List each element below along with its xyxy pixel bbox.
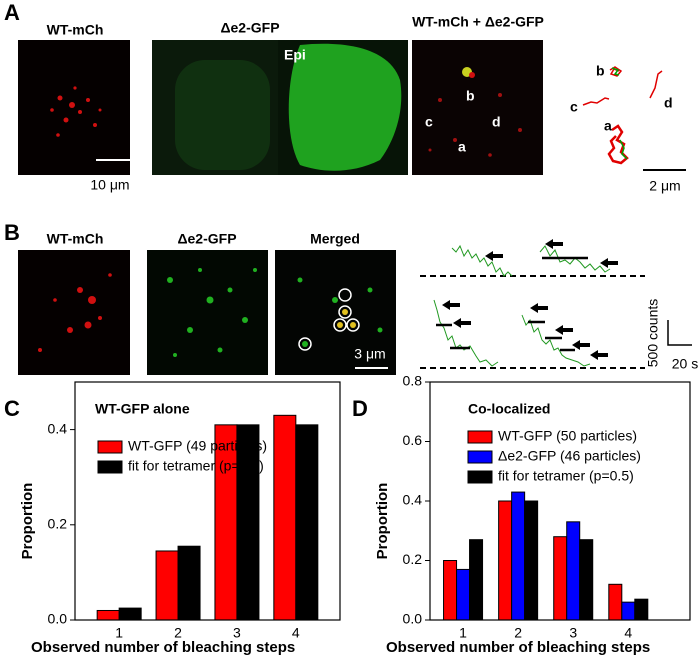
- image-title: Δe2-GFP: [220, 20, 279, 36]
- y-tick-label: 0.4: [48, 420, 68, 436]
- legend-swatch: [97, 460, 123, 474]
- image-label: Epi: [284, 47, 306, 63]
- legend-swatch: [467, 470, 493, 484]
- x-tick-label: 1: [459, 625, 467, 641]
- chart-title: Co-localized: [468, 401, 550, 417]
- legend-label: fit for tetramer (p=0.5): [498, 468, 634, 484]
- y-axis-label: Proportion: [374, 483, 391, 560]
- plot-frame: [74, 381, 341, 621]
- trajectory-label: a: [604, 118, 612, 134]
- x-tick-label: 3: [233, 625, 241, 641]
- bar: [566, 521, 581, 621]
- trajectory-label: b: [596, 63, 605, 79]
- image-title: WT-mCh: [47, 22, 104, 38]
- x-tick-label: 4: [624, 625, 632, 641]
- y-tick-label: 0.2: [48, 516, 68, 532]
- bar: [155, 550, 179, 621]
- bar: [553, 536, 568, 621]
- micrograph: [152, 40, 408, 175]
- bar: [579, 539, 594, 621]
- x-tick-label: 2: [514, 625, 522, 641]
- image-title: WT-mCh: [47, 231, 104, 247]
- plot-frame: [429, 381, 691, 621]
- y-tick-label: 0.8: [403, 373, 423, 389]
- bar: [524, 500, 539, 621]
- bar: [96, 609, 120, 621]
- x-axis-label: Observed number of bleaching steps: [31, 639, 295, 656]
- panel-label: A: [4, 0, 20, 25]
- bleaching-traces: [420, 239, 692, 369]
- legend-label: WT-GFP (49 particles): [128, 438, 267, 454]
- spot-label: b: [466, 88, 475, 104]
- micrograph: [18, 40, 130, 175]
- x-tick-label: 2: [174, 625, 182, 641]
- trajectory-label: c: [570, 99, 578, 115]
- legend-swatch: [467, 430, 493, 444]
- y-tick-label: 0.0: [403, 611, 423, 627]
- x-tick-label: 4: [292, 625, 300, 641]
- bar: [214, 424, 238, 621]
- bar: [621, 601, 636, 621]
- micrograph: [18, 250, 396, 375]
- bar: [443, 560, 458, 621]
- scale-bar-label: 3 μm: [354, 346, 385, 362]
- legend-swatch: [97, 440, 123, 454]
- bar: [469, 539, 484, 621]
- image-title: Δe2-GFP: [177, 231, 236, 247]
- panel-label: B: [4, 220, 20, 245]
- legend-swatch: [467, 450, 493, 464]
- scale-bar-label: 500 counts: [645, 299, 661, 368]
- trajectory-label: d: [664, 95, 673, 111]
- y-tick-label: 0.6: [403, 432, 423, 448]
- y-tick-label: 0.2: [403, 551, 423, 567]
- bar: [511, 491, 526, 621]
- bar: [498, 500, 513, 621]
- image-title: WT-mCh + Δe2-GFP: [412, 14, 544, 30]
- x-tick-label: 1: [115, 625, 123, 641]
- y-tick-label: 0.0: [48, 611, 68, 627]
- y-axis-label: Proportion: [19, 483, 36, 560]
- bar: [177, 545, 201, 621]
- image-title: Merged: [310, 231, 360, 247]
- legend-label: WT-GFP (50 particles): [498, 428, 637, 444]
- legend-label: fit for tetramer (p=0.8): [128, 458, 264, 474]
- legend-label: Δe2-GFP (46 particles): [498, 448, 641, 464]
- spot-label: d: [492, 114, 501, 130]
- scale-bar-label: 20 s: [672, 356, 698, 372]
- bar: [634, 598, 649, 621]
- bar: [273, 414, 297, 621]
- trajectories: [582, 66, 686, 171]
- panel-label: D: [352, 396, 368, 421]
- chart-title: WT-GFP alone: [95, 401, 190, 417]
- scale-bar-label: 10 μm: [90, 177, 129, 193]
- x-tick-label: 3: [569, 625, 577, 641]
- bar: [608, 583, 623, 621]
- micrograph: [412, 40, 543, 175]
- panel-label: C: [4, 396, 20, 421]
- bar: [236, 424, 260, 621]
- bar: [295, 424, 319, 621]
- bar: [456, 568, 471, 621]
- spot-label: c: [425, 114, 433, 130]
- x-axis-label: Observed number of bleaching steps: [386, 639, 650, 656]
- spot-label: a: [458, 139, 466, 155]
- bar: [118, 607, 142, 621]
- y-tick-label: 0.4: [403, 492, 423, 508]
- scale-bar-label: 2 μm: [649, 178, 680, 194]
